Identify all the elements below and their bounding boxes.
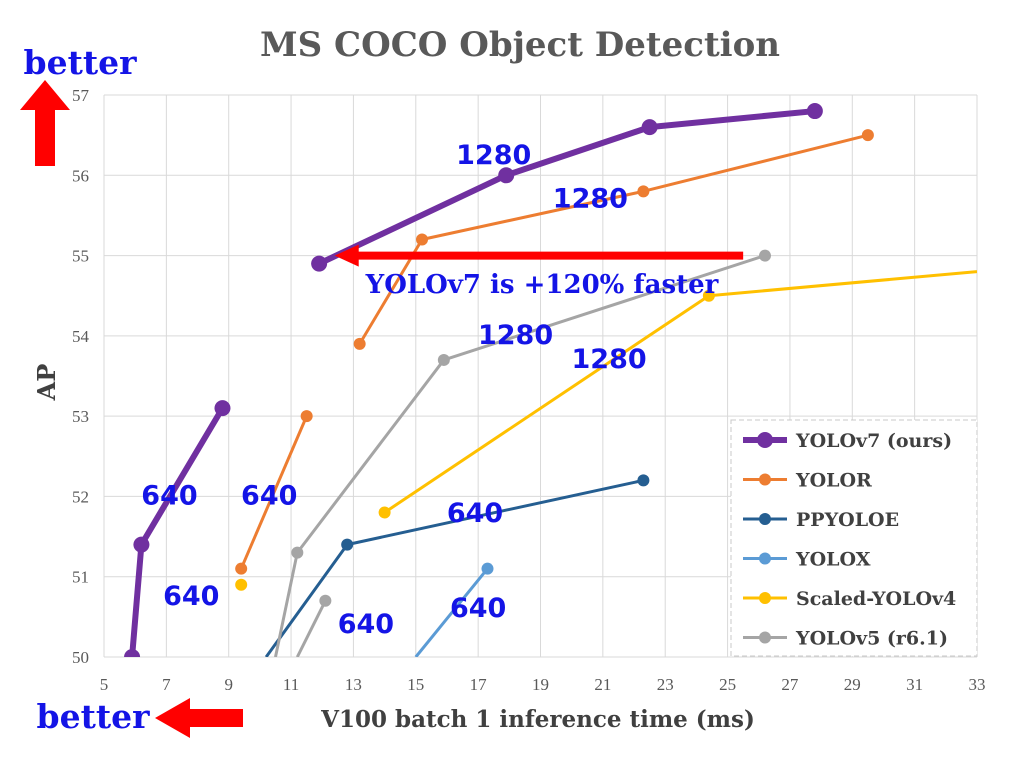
x-tick-label: 13 bbox=[345, 675, 362, 694]
legend: YOLOv7 (ours) YOLOR PPYOLOE YOLOX Scaled-YOL… bbox=[730, 419, 978, 657]
x-tick-label: 21 bbox=[594, 675, 611, 694]
speed-annotation: YOLOv7 is +120% faster bbox=[365, 270, 719, 300]
data-point bbox=[637, 474, 650, 487]
up-arrow-icon bbox=[20, 80, 70, 166]
x-tick-label: 15 bbox=[407, 675, 424, 694]
legend-label: YOLOv5 (r6.1) bbox=[795, 628, 948, 650]
x-tick-label: 9 bbox=[224, 675, 233, 694]
resolution-annotation: 640 bbox=[338, 609, 394, 640]
legend-label: YOLOR bbox=[795, 470, 872, 492]
resolution-annotation: 640 bbox=[141, 480, 197, 511]
data-point bbox=[235, 578, 248, 591]
data-point bbox=[861, 129, 874, 142]
better-left-label: better bbox=[37, 697, 151, 736]
resolution-annotation: 640 bbox=[163, 581, 219, 612]
legend-marker bbox=[757, 432, 773, 448]
x-tick-label: 31 bbox=[906, 675, 923, 694]
series-line bbox=[317, 108, 816, 267]
y-tick-label: 50 bbox=[72, 648, 89, 667]
data-point bbox=[437, 353, 450, 366]
resolution-annotation: 640 bbox=[447, 498, 503, 529]
data-point bbox=[806, 103, 823, 120]
data-point bbox=[319, 594, 332, 607]
y-tick-label: 56 bbox=[72, 166, 89, 185]
data-point bbox=[498, 167, 515, 184]
x-tick-label: 27 bbox=[781, 675, 799, 694]
data-point bbox=[341, 538, 354, 551]
y-tick-label: 52 bbox=[72, 487, 89, 506]
y-tick-label: 54 bbox=[72, 327, 90, 346]
data-point bbox=[300, 410, 313, 423]
data-point bbox=[124, 649, 141, 657]
legend-marker bbox=[759, 592, 771, 604]
chart-title: MS COCO Object Detection bbox=[260, 25, 780, 65]
x-tick-label: 25 bbox=[719, 675, 736, 694]
data-point bbox=[416, 233, 429, 246]
series-line bbox=[295, 600, 327, 657]
y-axis-label: AP bbox=[32, 364, 61, 402]
y-tick-label: 57 bbox=[72, 86, 90, 105]
data-point bbox=[378, 506, 391, 519]
legend-label: Scaled-YOLOv4 bbox=[796, 588, 956, 610]
x-tick-label: 33 bbox=[969, 675, 986, 694]
legend-marker bbox=[759, 473, 771, 486]
data-point bbox=[235, 562, 248, 575]
resolution-annotation: 1280 bbox=[553, 183, 628, 214]
legend-label: YOLOX bbox=[795, 549, 871, 571]
x-tick-label: 23 bbox=[657, 675, 674, 694]
resolution-annotation: 1280 bbox=[572, 344, 647, 375]
legend-marker bbox=[759, 552, 771, 565]
x-tick-label: 5 bbox=[100, 675, 109, 694]
series-line bbox=[239, 415, 309, 570]
x-tick-label: 17 bbox=[470, 675, 488, 694]
resolution-annotation: 1280 bbox=[456, 140, 531, 171]
x-tick-label: 19 bbox=[532, 675, 549, 694]
legend-marker bbox=[759, 631, 771, 644]
x-axis-label: V100 batch 1 inference time (ms) bbox=[320, 706, 755, 733]
annotations-layer: 1280 1280 1280 1280 640 640 640 640 640 640 YOLOv7… bbox=[141, 140, 744, 640]
data-point bbox=[311, 255, 328, 272]
resolution-annotation: 640 bbox=[450, 593, 506, 624]
legend-box bbox=[730, 419, 978, 657]
speed-arrow-head-icon bbox=[334, 244, 359, 267]
data-point bbox=[758, 249, 771, 262]
x-tick-label: 7 bbox=[162, 675, 171, 694]
series-line bbox=[274, 254, 766, 657]
axes: 5 7 9 11 13 15 17 19 21 23 25 27 29 31 335051525354555… bbox=[72, 86, 986, 694]
x-tick-label: 11 bbox=[283, 675, 299, 694]
data-point bbox=[291, 546, 304, 559]
data-point bbox=[641, 119, 658, 136]
better-up-label: better bbox=[24, 43, 138, 82]
x-tick-label: 29 bbox=[844, 675, 861, 694]
y-tick-label: 53 bbox=[72, 407, 89, 426]
data-point bbox=[133, 536, 150, 553]
data-point bbox=[637, 185, 650, 198]
left-arrow-icon bbox=[155, 698, 243, 738]
legend-label: PPYOLOE bbox=[796, 509, 899, 531]
data-point bbox=[702, 289, 715, 302]
data-point bbox=[214, 400, 231, 417]
series-line bbox=[358, 133, 869, 345]
legend-marker bbox=[759, 513, 771, 525]
series-line bbox=[414, 567, 489, 657]
resolution-annotation: 640 bbox=[241, 480, 297, 511]
y-tick-label: 51 bbox=[72, 568, 89, 587]
resolution-annotation: 1280 bbox=[478, 320, 553, 351]
series-layer bbox=[124, 103, 977, 657]
series-line bbox=[129, 406, 226, 657]
legend-label: YOLOv7 (ours) bbox=[795, 430, 952, 452]
data-point bbox=[481, 562, 494, 575]
data-point bbox=[353, 337, 366, 350]
y-tick-label: 55 bbox=[72, 247, 89, 266]
